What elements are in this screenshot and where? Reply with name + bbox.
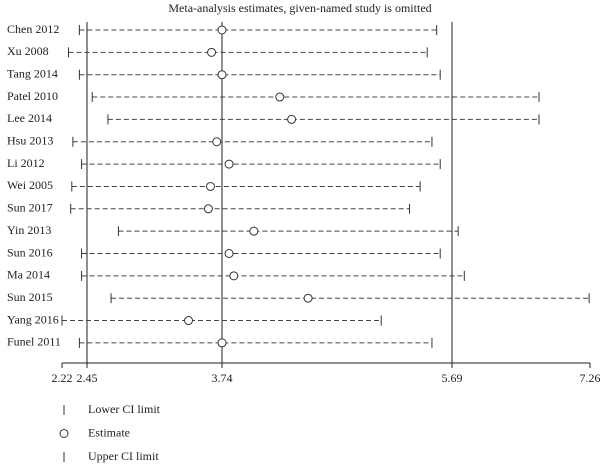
estimate [303,293,313,303]
estimate [287,114,297,124]
chart-title: Meta-analysis estimates, given-named stu… [168,1,431,15]
estimate [205,181,215,191]
legend-label: Estimate [88,425,130,439]
y-tick-label: Sun 2016 [7,245,53,259]
x-tick-label: 2.22 [52,371,73,385]
x-tick-label: 2.45 [77,371,98,385]
y-tick-label: Lee 2014 [7,111,52,125]
estimate [224,159,234,169]
estimate [203,204,213,214]
y-tick-label: Tang 2014 [7,66,58,80]
x-tick-label: 7.26 [580,371,600,385]
estimate [217,338,227,348]
x-tick-label: 3.74 [212,371,233,385]
y-tick-label: Li 2012 [7,156,45,170]
estimate [184,316,194,326]
estimate [212,137,222,147]
estimate [217,70,227,80]
y-tick-label: Wei 2005 [7,178,53,192]
y-tick-label: Chen 2012 [7,22,59,36]
y-tick-label: Patel 2010 [7,89,58,103]
estimate [229,271,239,281]
x-tick-label: 5.69 [442,371,463,385]
y-tick-label: Xu 2008 [7,44,49,58]
estimate [275,92,285,102]
estimate [249,226,259,236]
y-tick-label: Sun 2015 [7,290,53,304]
y-tick-label: Hsu 2013 [7,134,53,148]
legend-label: Upper CI limit [88,449,159,463]
estimate [224,249,234,258]
legend-symbol [59,429,69,438]
y-tick-label: Yang 2016 [7,312,59,326]
estimate [217,25,227,35]
y-tick-label: Yin 2013 [7,223,51,237]
y-tick-label: Ma 2014 [7,268,50,282]
y-tick-label: Sun 2017 [7,201,53,215]
estimate [207,47,217,57]
y-tick-label: Funel 2011 [7,335,61,349]
legend-label: Lower CI limit [88,402,161,416]
